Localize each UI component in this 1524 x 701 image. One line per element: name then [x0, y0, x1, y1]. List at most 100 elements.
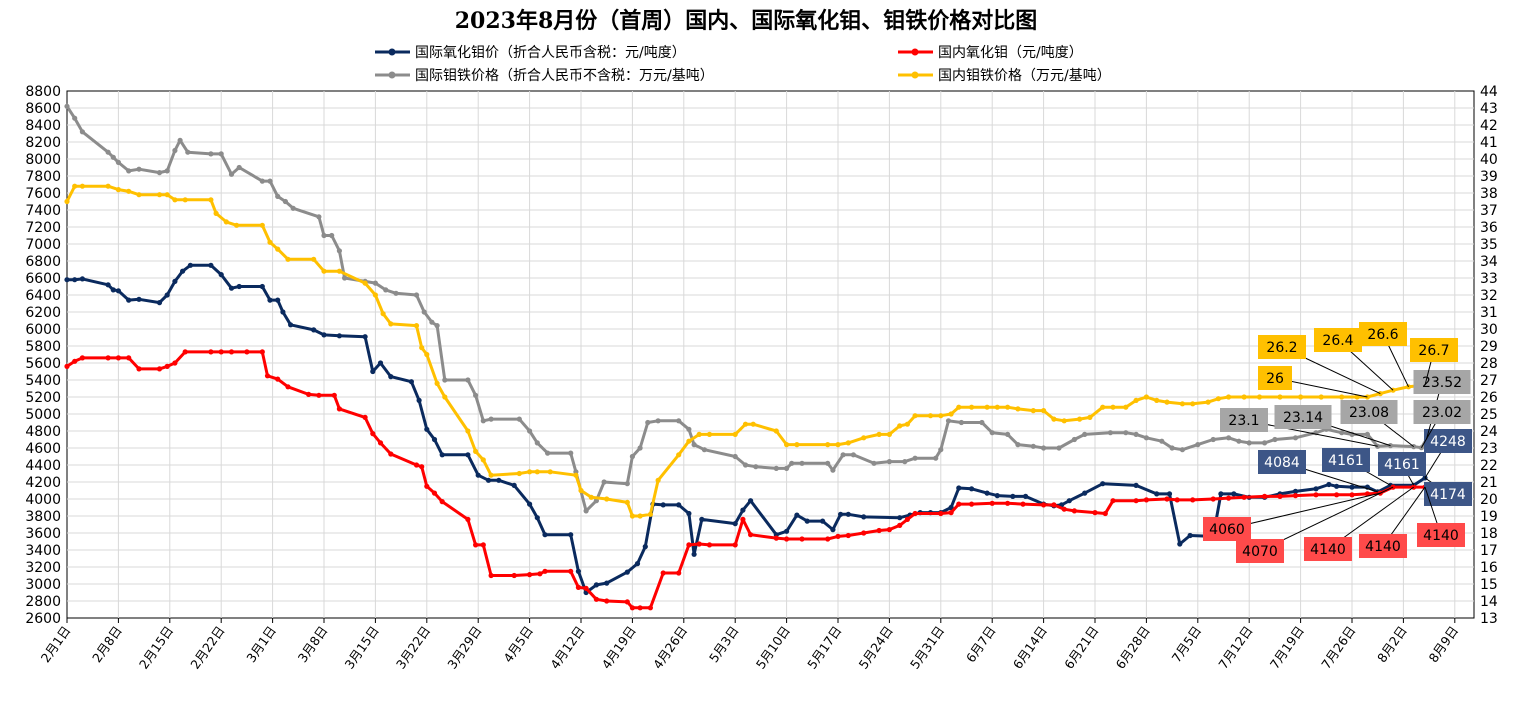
data-point [912, 455, 918, 461]
data-point [372, 292, 378, 298]
data-point [182, 349, 188, 355]
data-point [994, 404, 1000, 410]
data-point [686, 510, 692, 517]
data-point [840, 452, 846, 458]
data-point [1241, 394, 1247, 400]
data-point [676, 502, 682, 508]
data-point [182, 197, 188, 203]
data-point [290, 205, 296, 211]
callout-box [1236, 539, 1284, 563]
legend-label-intl-moo3: 国际氧化钼价（折合人民币含税：元/吨度） [415, 45, 686, 61]
data-point [527, 501, 533, 507]
data-point [748, 498, 754, 504]
data-point [948, 509, 954, 516]
data-point [1082, 490, 1088, 496]
data-point [1071, 508, 1077, 514]
data-point [861, 514, 867, 520]
y-right-tick-label: 38 [1480, 186, 1498, 202]
data-point [1166, 491, 1173, 497]
data-point [1298, 394, 1304, 400]
y-left-tick-label: 3200 [25, 560, 61, 576]
data-point [228, 171, 235, 177]
y-left-tick-label: 6800 [25, 254, 61, 270]
data-point [945, 418, 952, 424]
data-point [578, 487, 584, 494]
data-point [234, 222, 240, 228]
y-left-tick-label: 5400 [25, 373, 61, 389]
data-point [473, 392, 479, 398]
x-tick-label: 5月17日 [804, 623, 844, 672]
data-point [511, 572, 517, 579]
data-point [984, 490, 990, 496]
data-point [419, 345, 425, 351]
data-point [172, 278, 178, 284]
data-point [424, 483, 430, 489]
y-left-tick-label: 8600 [25, 101, 61, 117]
data-point [1190, 497, 1196, 503]
data-point [172, 197, 178, 203]
data-point [527, 469, 533, 475]
data-point [72, 277, 78, 283]
data-point [208, 151, 214, 157]
y-right-tick-label: 42 [1480, 118, 1498, 134]
data-point [164, 292, 170, 298]
data-point [1334, 492, 1340, 498]
data-point [1143, 497, 1149, 503]
data-point [1051, 416, 1057, 422]
data-point [424, 351, 430, 358]
data-point [527, 428, 533, 434]
y-left-tick-label: 3800 [25, 509, 61, 525]
data-point [185, 149, 191, 155]
data-point [845, 440, 851, 446]
data-point [1272, 436, 1278, 443]
data-point [164, 192, 170, 198]
data-point [172, 360, 178, 366]
data-point [706, 431, 713, 437]
data-point [1110, 498, 1116, 504]
data-point [696, 431, 702, 437]
data-point [1236, 438, 1242, 444]
y-right-tick-label: 44 [1480, 84, 1498, 100]
data-point [799, 460, 805, 466]
data-point [1349, 492, 1355, 498]
data-point [172, 147, 178, 154]
y-right-tick-label: 33 [1480, 271, 1498, 287]
legend-label-dom-femo: 国内钼铁价格（万元/基吨） [938, 67, 1111, 84]
data-point [259, 349, 265, 355]
callout-label: 26.7 [1418, 343, 1449, 359]
y-left-tick-label: 2600 [25, 611, 61, 627]
data-point [629, 453, 636, 460]
y-left-tick-label: 8800 [25, 84, 61, 100]
data-point [1005, 431, 1011, 437]
data-point [126, 168, 132, 174]
callout-box [1203, 517, 1251, 541]
data-point [534, 469, 540, 475]
data-point [897, 522, 903, 529]
callout-label: 4140 [1310, 542, 1346, 558]
data-point [208, 262, 214, 268]
data-point [316, 392, 322, 398]
data-point [1277, 394, 1283, 400]
data-point [218, 349, 224, 355]
data-point [280, 309, 286, 315]
data-point [1226, 394, 1232, 400]
data-point [218, 272, 224, 278]
data-point [830, 467, 836, 473]
data-point [105, 355, 111, 361]
data-point [886, 431, 893, 437]
data-point [629, 513, 636, 519]
data-point [642, 544, 648, 550]
callout-box [1417, 523, 1465, 547]
data-point [267, 297, 273, 303]
y-right-tick-label: 36 [1480, 220, 1498, 236]
data-point [948, 411, 954, 417]
data-point [534, 515, 540, 521]
data-point [1100, 404, 1106, 410]
data-point [748, 532, 754, 538]
x-tick-label: 7月19日 [1267, 623, 1307, 672]
data-point [115, 355, 121, 361]
y-right-tick-label: 34 [1480, 254, 1498, 270]
data-point [1174, 497, 1180, 503]
x-tick-label: 3月22日 [393, 623, 433, 672]
data-point [1041, 445, 1047, 451]
